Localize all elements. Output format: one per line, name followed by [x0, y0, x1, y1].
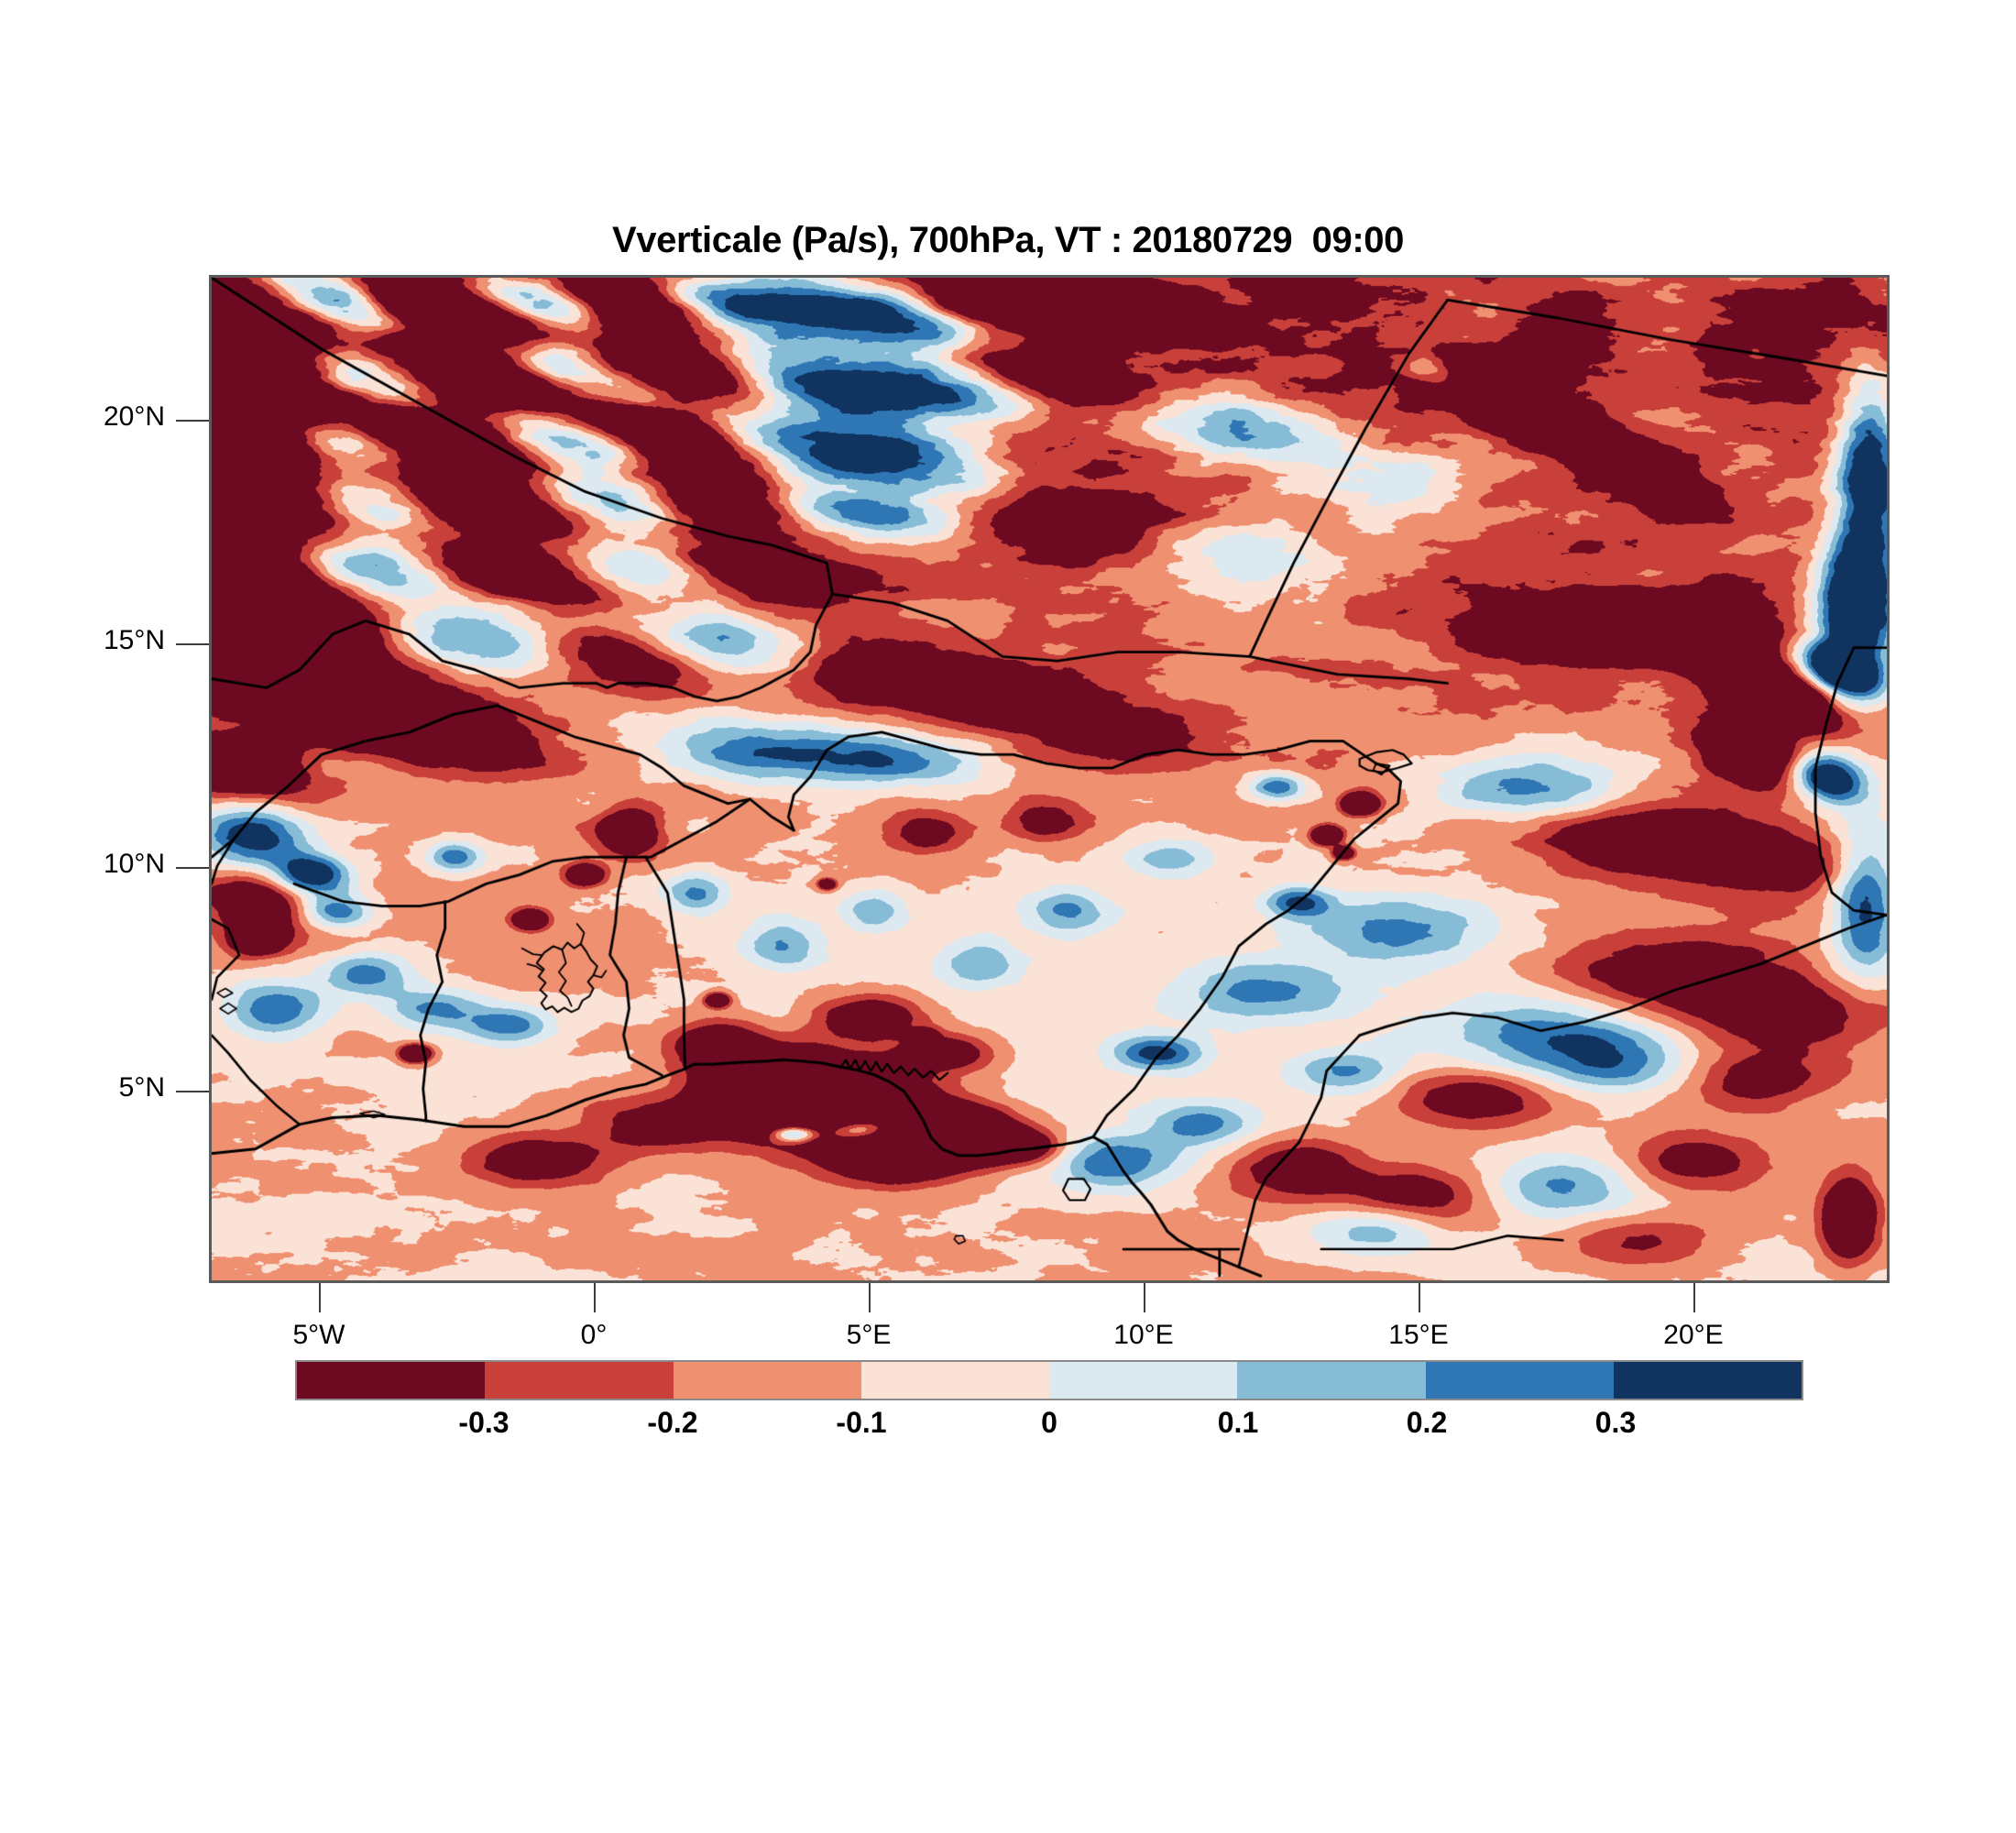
colorbar-segment [1237, 1362, 1426, 1399]
latitude-tick-label: 15°N [103, 625, 165, 655]
colorbar-segment [1425, 1362, 1614, 1399]
latitude-tick-mark [176, 1091, 209, 1092]
longitude-tick-label: 5°E [846, 1320, 892, 1350]
colorbar [295, 1360, 1803, 1400]
longitude-tick-mark [594, 1283, 596, 1312]
colorbar-tick-label: -0.3 [458, 1406, 509, 1439]
map-plot-area [209, 275, 1890, 1283]
longitude-tick-mark [1419, 1283, 1420, 1312]
longitude-tick-label: 0° [580, 1320, 608, 1350]
latitude-tick-label: 20°N [103, 401, 165, 432]
latitude-tick-mark [176, 420, 209, 422]
longitude-tick-mark [869, 1283, 871, 1312]
longitude-tick-label: 15°E [1388, 1320, 1449, 1350]
colorbar-segment [860, 1362, 1049, 1399]
colorbar-tick-label: -0.2 [647, 1406, 698, 1439]
colorbar-tick-label: 0.3 [1594, 1406, 1637, 1439]
latitude-tick-label: 5°N [118, 1072, 165, 1103]
longitude-tick-mark [319, 1283, 321, 1312]
longitude-tick-label: 20°E [1663, 1320, 1724, 1350]
colorbar-segment [1049, 1362, 1238, 1399]
page-title: Vverticale (Pa/s), 700hPa, VT : 20180729… [612, 220, 1404, 260]
colorbar-segment [485, 1362, 674, 1399]
colorbar-segment [673, 1362, 861, 1399]
latitude-tick-mark [176, 867, 209, 869]
colorbar-segment [1613, 1362, 1802, 1399]
colorbar-tick-label: 0.2 [1406, 1406, 1448, 1439]
colorbar-segment [297, 1362, 486, 1399]
latitude-tick-mark [176, 643, 209, 645]
longitude-tick-label: 5°W [292, 1320, 345, 1350]
longitude-tick-mark [1693, 1283, 1695, 1312]
colorbar-tick-label: 0 [1041, 1406, 1057, 1439]
latitude-tick-label: 10°N [103, 849, 165, 879]
colorbar-tick-label: 0.1 [1217, 1406, 1259, 1439]
vertical-velocity-contour-canvas [212, 278, 1887, 1280]
colorbar-tick-label: -0.1 [836, 1406, 887, 1439]
longitude-tick-mark [1144, 1283, 1145, 1312]
longitude-tick-label: 10°E [1113, 1320, 1174, 1350]
